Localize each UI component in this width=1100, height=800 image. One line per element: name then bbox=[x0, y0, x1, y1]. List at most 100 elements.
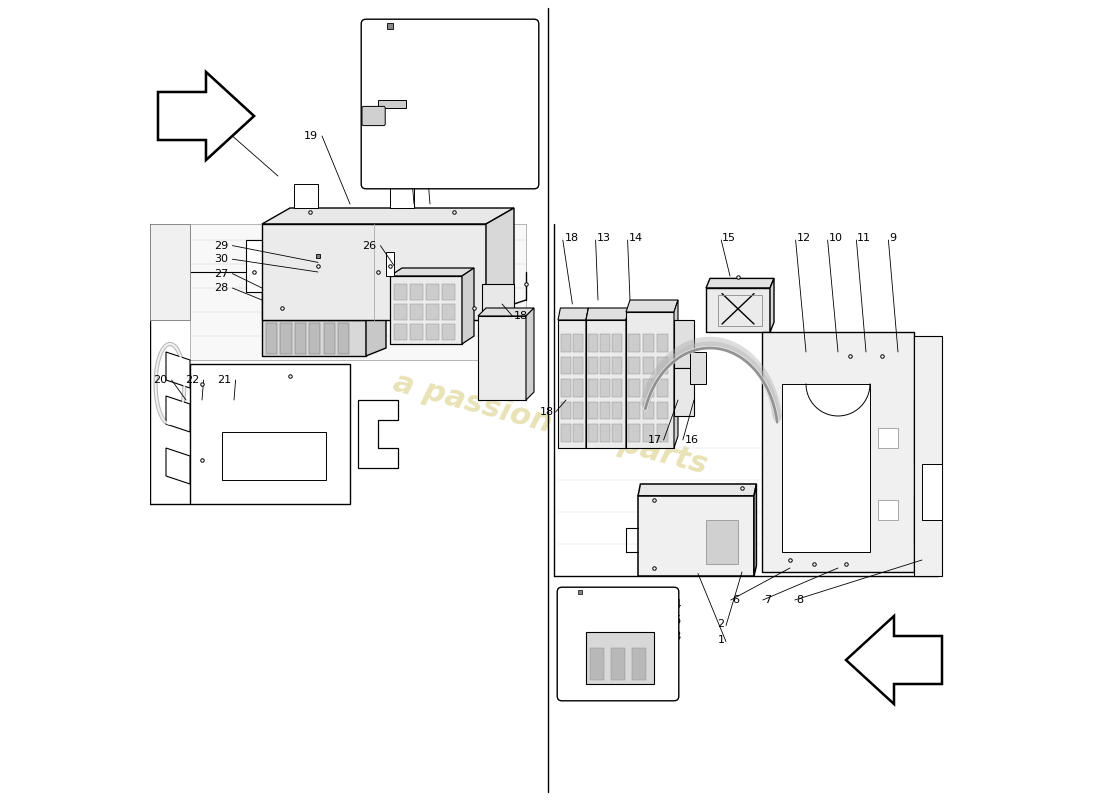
Bar bbox=[610, 648, 625, 680]
Polygon shape bbox=[706, 278, 774, 288]
Bar bbox=[613, 424, 621, 442]
Polygon shape bbox=[914, 496, 938, 544]
Bar bbox=[642, 379, 654, 397]
Text: 27: 27 bbox=[214, 269, 229, 278]
Bar bbox=[588, 334, 598, 352]
Polygon shape bbox=[706, 288, 770, 332]
Bar bbox=[588, 357, 598, 374]
Bar bbox=[442, 284, 454, 300]
Bar bbox=[628, 334, 639, 352]
Bar bbox=[394, 304, 407, 320]
Bar bbox=[601, 334, 610, 352]
Text: 18: 18 bbox=[540, 407, 554, 417]
Bar bbox=[628, 357, 639, 374]
Text: 32: 32 bbox=[516, 46, 531, 58]
Polygon shape bbox=[482, 284, 514, 320]
Bar bbox=[280, 323, 292, 354]
Bar bbox=[657, 379, 669, 397]
Bar bbox=[601, 424, 610, 442]
Polygon shape bbox=[262, 224, 486, 320]
Polygon shape bbox=[390, 276, 462, 344]
Bar bbox=[573, 379, 583, 397]
Polygon shape bbox=[690, 352, 706, 384]
Polygon shape bbox=[462, 268, 474, 344]
Bar bbox=[586, 632, 654, 684]
Text: 30: 30 bbox=[214, 254, 229, 264]
Text: 18: 18 bbox=[514, 311, 528, 321]
Text: 16: 16 bbox=[684, 435, 699, 445]
Text: 6: 6 bbox=[733, 595, 739, 605]
Polygon shape bbox=[638, 484, 757, 496]
Polygon shape bbox=[846, 616, 942, 704]
Polygon shape bbox=[674, 300, 678, 448]
Polygon shape bbox=[478, 316, 526, 400]
Polygon shape bbox=[262, 320, 366, 356]
Polygon shape bbox=[158, 72, 254, 160]
Polygon shape bbox=[486, 208, 514, 320]
Text: 33: 33 bbox=[516, 70, 531, 82]
Bar bbox=[657, 357, 669, 374]
FancyBboxPatch shape bbox=[558, 587, 679, 701]
Bar bbox=[323, 323, 334, 354]
Text: 13: 13 bbox=[596, 233, 611, 242]
Text: 8: 8 bbox=[796, 595, 803, 605]
Bar bbox=[601, 402, 610, 419]
Polygon shape bbox=[246, 240, 266, 292]
Polygon shape bbox=[586, 308, 628, 320]
Text: 7: 7 bbox=[764, 595, 771, 605]
Bar bbox=[394, 324, 407, 340]
Polygon shape bbox=[158, 72, 254, 160]
Polygon shape bbox=[782, 384, 870, 552]
Text: 10: 10 bbox=[828, 233, 843, 242]
Text: 28: 28 bbox=[214, 283, 229, 293]
Text: 23: 23 bbox=[214, 131, 229, 141]
Bar bbox=[613, 357, 621, 374]
Text: 2: 2 bbox=[717, 619, 725, 629]
Polygon shape bbox=[166, 448, 190, 484]
Bar bbox=[613, 334, 621, 352]
Bar bbox=[613, 402, 621, 419]
Bar bbox=[426, 284, 439, 300]
Polygon shape bbox=[262, 276, 366, 320]
Bar bbox=[590, 648, 604, 680]
Bar bbox=[561, 357, 571, 374]
Bar bbox=[657, 402, 669, 419]
Bar bbox=[878, 500, 898, 520]
Text: 9: 9 bbox=[889, 233, 896, 242]
Polygon shape bbox=[378, 100, 406, 108]
Polygon shape bbox=[166, 396, 190, 432]
Polygon shape bbox=[626, 308, 628, 448]
Bar bbox=[410, 324, 422, 340]
Text: 3: 3 bbox=[673, 630, 681, 642]
Text: 19: 19 bbox=[304, 131, 318, 141]
Polygon shape bbox=[674, 320, 694, 368]
Ellipse shape bbox=[400, 244, 444, 300]
Polygon shape bbox=[366, 268, 386, 356]
Bar bbox=[657, 334, 669, 352]
Bar bbox=[394, 284, 407, 300]
Bar bbox=[628, 402, 639, 419]
Bar bbox=[642, 402, 654, 419]
Text: 14: 14 bbox=[628, 233, 642, 242]
Polygon shape bbox=[558, 308, 589, 320]
Text: 17: 17 bbox=[648, 435, 662, 445]
Polygon shape bbox=[262, 208, 514, 224]
Bar bbox=[561, 379, 571, 397]
Bar bbox=[561, 424, 571, 442]
Ellipse shape bbox=[288, 244, 332, 300]
Bar bbox=[657, 424, 669, 442]
Text: 18: 18 bbox=[564, 233, 579, 242]
Bar bbox=[410, 284, 422, 300]
Bar bbox=[628, 424, 639, 442]
Polygon shape bbox=[190, 364, 350, 504]
Text: 12: 12 bbox=[796, 233, 811, 242]
Text: 29: 29 bbox=[214, 241, 229, 250]
Bar bbox=[150, 224, 190, 320]
Polygon shape bbox=[358, 400, 398, 468]
Polygon shape bbox=[626, 300, 678, 312]
Polygon shape bbox=[366, 252, 390, 292]
Polygon shape bbox=[638, 496, 754, 576]
Bar bbox=[601, 379, 610, 397]
Polygon shape bbox=[558, 320, 586, 448]
Bar bbox=[601, 357, 610, 374]
